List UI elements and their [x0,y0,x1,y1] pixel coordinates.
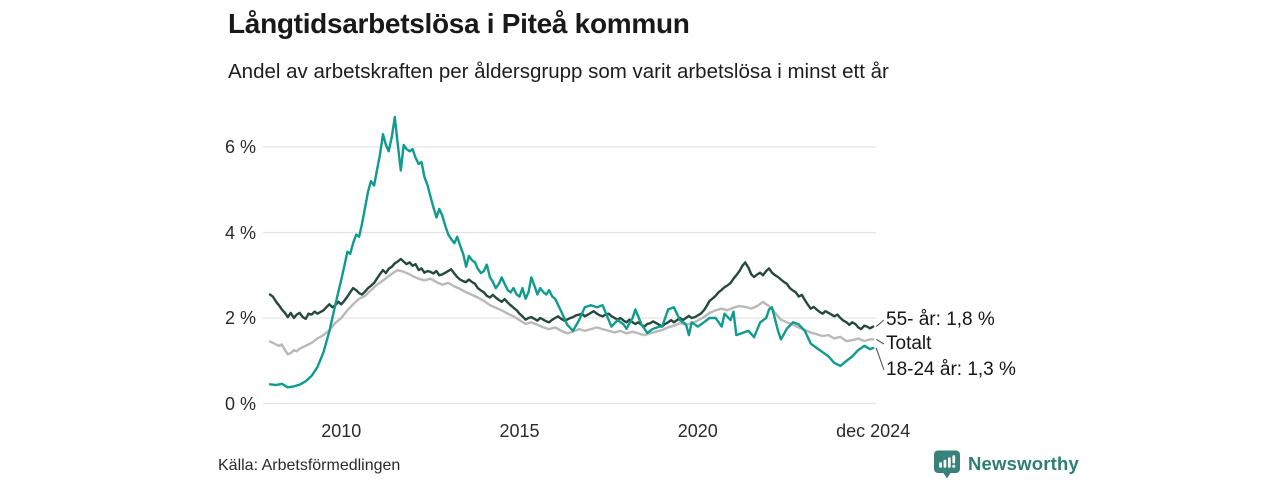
label-connector-Totalt [875,338,885,345]
label-connector-18-24-år [875,347,885,371]
chart-title: Långtidsarbetslösa i Piteå kommun [228,8,690,39]
y-tick-6: 6 % [224,137,256,157]
x-tick-2020: 2020 [677,421,718,441]
series-line-18-24-år [268,115,875,389]
label-connector-55--år [875,319,885,327]
series-line-Totalt [268,268,875,356]
y-tick-4: 4 % [224,222,256,243]
newsworthy-logo: Newsworthy [933,448,1079,480]
line-chart [263,115,885,405]
series-line-55--år [268,257,875,331]
source-note: Källa: Arbetsförmedlingen [218,457,401,474]
newsworthy-barchart-pin-icon [934,450,960,478]
x-tick-dec-2024: dec 2024 [836,421,911,441]
series-end-label-18-24-ar: 18-24 år: 1,3 % [886,359,1016,380]
chart-subtitle: Andel av arbetskraften per åldersgrupp s… [228,60,889,83]
series-end-label-totalt: Totalt [886,333,932,354]
newsworthy-wordmark: Newsworthy [968,453,1079,474]
x-tick-2010: 2010 [321,421,362,441]
y-tick-2: 2 % [224,308,256,328]
series-end-label-55-ar: 55- år: 1,8 % [886,309,995,330]
y-tick-0: 0 % [224,393,256,414]
x-tick-2015: 2015 [499,421,540,441]
